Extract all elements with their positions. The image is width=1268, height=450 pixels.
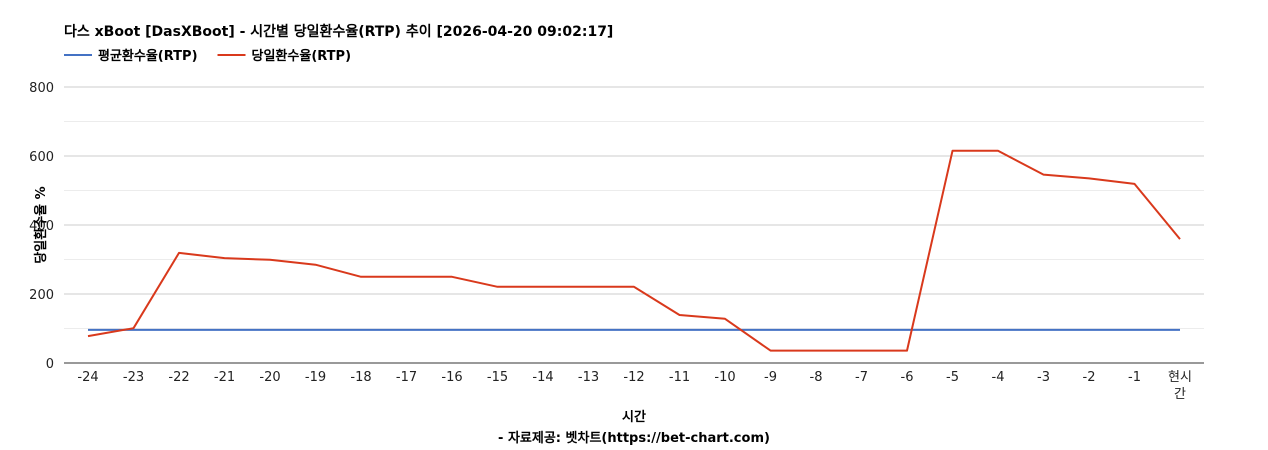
x-tick-label: -9 — [764, 370, 777, 385]
x-tick-label: -15 — [487, 370, 508, 385]
x-axis-title: 시간 — [622, 409, 646, 425]
y-tick-label: 800 — [29, 81, 54, 96]
y-axis-title: 당일환수율 % — [33, 186, 49, 263]
x-tick-label: -10 — [714, 370, 735, 385]
x-tick-label: -19 — [305, 370, 326, 385]
y-tick-label: 0 — [46, 357, 54, 372]
x-tick-label: -18 — [350, 370, 371, 385]
x-tick-label: -12 — [623, 370, 644, 385]
x-tick-label: -6 — [901, 370, 914, 385]
x-tick-label: -14 — [532, 370, 553, 385]
x-tick-label: -16 — [441, 370, 462, 385]
x-tick-label: 현시 간 — [1168, 370, 1192, 402]
x-tick-label: -11 — [669, 370, 690, 385]
gridlines — [64, 86, 1204, 329]
x-tick-label: -5 — [946, 370, 959, 385]
x-tick-label: -3 — [1037, 370, 1050, 385]
y-axis-ticks: 0 200 400 600 800 — [29, 81, 54, 372]
x-tick-label: -17 — [396, 370, 417, 385]
x-tick-label: -4 — [992, 370, 1005, 385]
legend-label: 평균환수율(RTP) — [98, 48, 198, 64]
x-tick-label: -1 — [1128, 370, 1141, 385]
legend: 평균환수율(RTP) 당일환수율(RTP) — [64, 48, 351, 64]
legend-label: 당일환수율(RTP) — [252, 48, 352, 64]
x-tick-label: -8 — [810, 370, 823, 385]
x-tick-label: -24 — [77, 370, 98, 385]
x-tick-label: -7 — [855, 370, 868, 385]
x-tick-label: -22 — [168, 370, 189, 385]
chart-title: 다스 xBoot [DasXBoot] - 시간별 당일환수율(RTP) 추이 … — [64, 23, 613, 40]
x-tick-label: -21 — [214, 370, 235, 385]
y-tick-label: 400 — [29, 219, 54, 234]
x-tick-label: -20 — [259, 370, 280, 385]
x-tick-label: -13 — [578, 370, 599, 385]
x-tick-label: -23 — [123, 370, 144, 385]
x-tick-label: -2 — [1083, 370, 1096, 385]
series-line — [87, 149, 1181, 352]
x-axis-ticks: -24 -23 -22 -21 -20 -19 -18 -17 -16 -15 -14 -13 -12 -… — [77, 370, 1192, 402]
series-lines — [87, 149, 1181, 352]
y-tick-label: 200 — [29, 288, 54, 303]
y-tick-label: 600 — [29, 150, 54, 165]
source-credit: - 자료제공: 벳차트(https://bet-chart.com) — [498, 430, 770, 446]
